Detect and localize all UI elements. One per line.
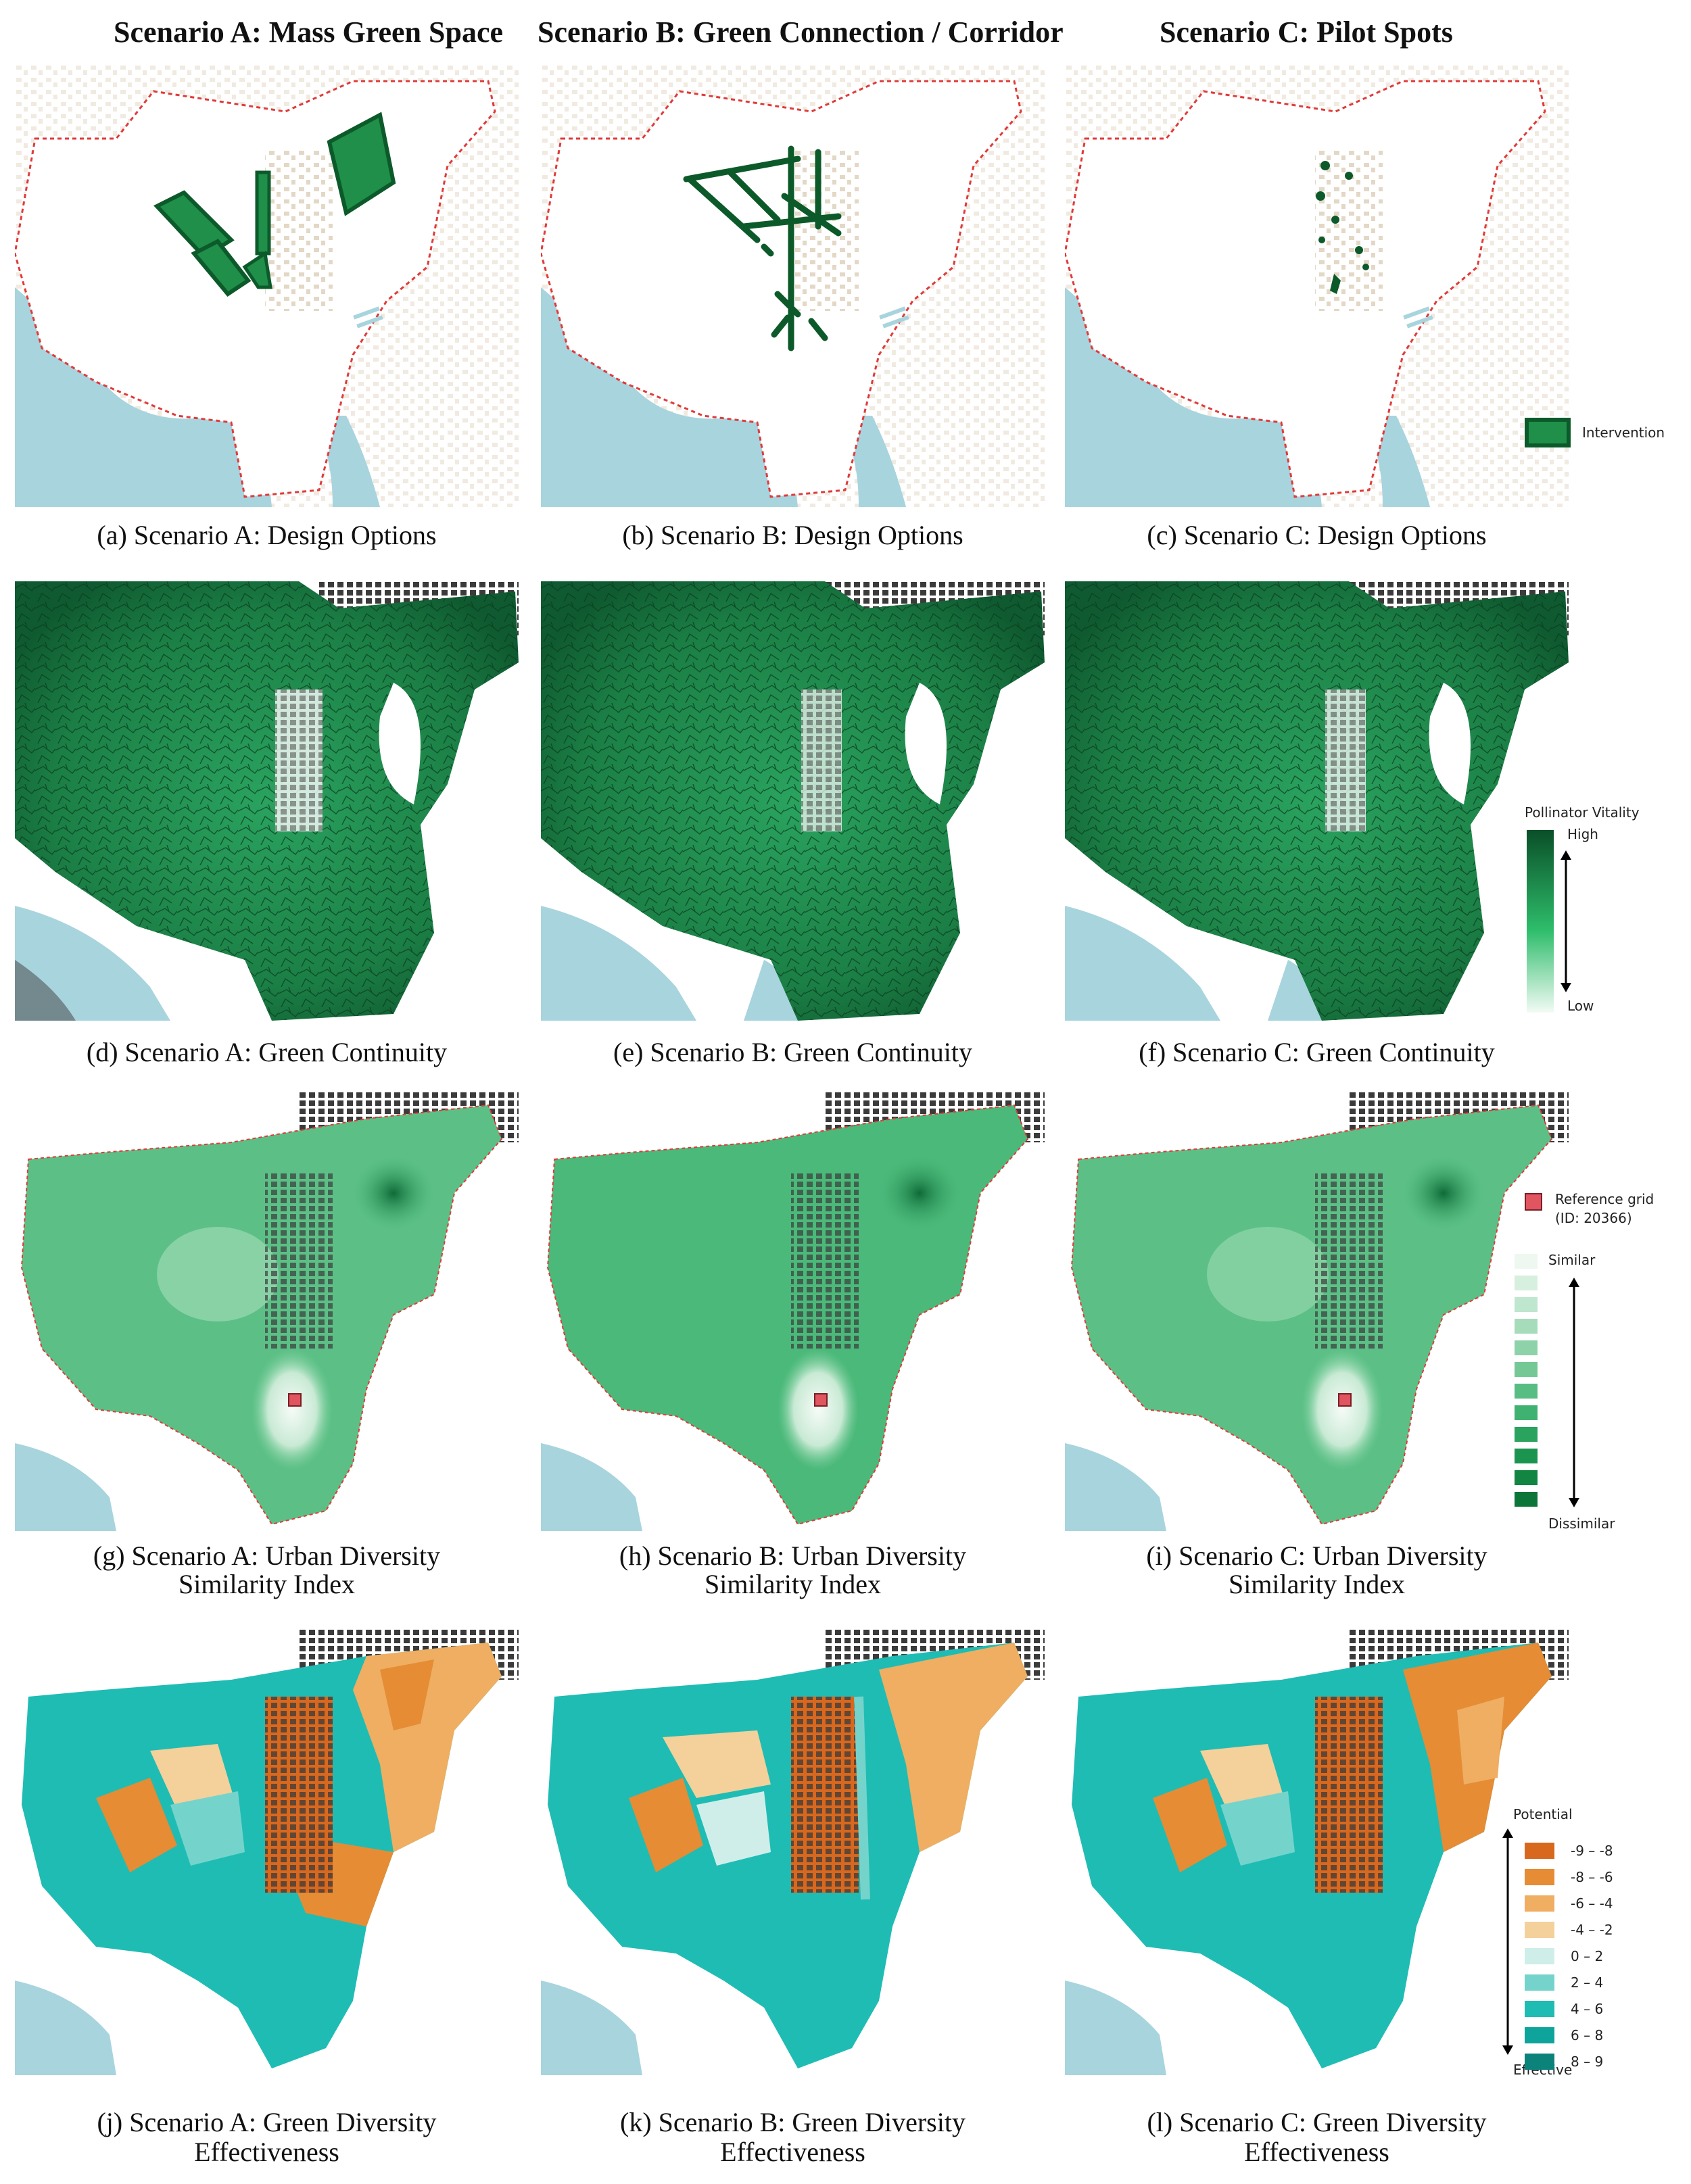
caption-g-line2: Similarity Index	[178, 1569, 356, 1599]
caption-i-line2: Similarity Index	[1228, 1569, 1406, 1599]
map-continuity-c	[1065, 581, 1569, 1021]
caption-g-line1: (g) Scenario A: Urban Diversity	[93, 1540, 441, 1571]
effectiveness-arrow-icon	[1502, 1828, 1513, 2055]
column-title-b: Scenario B: Green Connection / Corridor	[538, 16, 1064, 49]
similarity-swatch	[1515, 1340, 1538, 1355]
caption-h-line1: (h) Scenario B: Urban Diversity	[619, 1540, 967, 1571]
effectiveness-class-row: 8 – 9	[1525, 2048, 1613, 2074]
caption-i-line1: (i) Scenario C: Urban Diversity	[1146, 1540, 1487, 1571]
similarity-swatch	[1515, 1384, 1538, 1399]
caption-h-line2: Similarity Index	[704, 1569, 882, 1599]
effectiveness-class-label: -4 – -2	[1571, 1921, 1613, 1938]
caption-c: (c) Scenario C: Design Options	[1147, 520, 1487, 550]
reference-grid-id: (ID: 20366)	[1555, 1210, 1632, 1226]
vitality-arrow-icon	[1561, 850, 1571, 992]
effectiveness-class-list: -9 – -8 -8 – -6 -6 – -4 -4 – -2 0 – 2 2 – 4 4 …	[1525, 1837, 1613, 2074]
caption-k-line2: Effectiveness	[720, 2137, 865, 2167]
map-continuity-a	[15, 581, 519, 1021]
effectiveness-class-row: -8 – -6	[1525, 1864, 1613, 1890]
effectiveness-class-row: -9 – -8	[1525, 1837, 1613, 1864]
map-design-b	[541, 64, 1045, 507]
map-similarity-c	[1065, 1092, 1569, 1531]
caption-e: (e) Scenario B: Green Continuity	[613, 1037, 972, 1067]
effectiveness-swatch	[1525, 1947, 1554, 1964]
intervention-legend-swatch	[1525, 418, 1571, 447]
similarity-swatch	[1515, 1276, 1538, 1290]
caption-j-line1: (j) Scenario A: Green Diversity	[97, 2107, 437, 2137]
caption-d: (d) Scenario A: Green Continuity	[86, 1037, 448, 1067]
effectiveness-class-row: 0 – 2	[1525, 1943, 1613, 1969]
effectiveness-class-label: -8 – -6	[1571, 1868, 1613, 1885]
vitality-legend-title: Pollinator Vitality	[1525, 804, 1640, 821]
effectiveness-swatch	[1525, 1895, 1554, 1912]
effectiveness-class-row: -4 – -2	[1525, 1916, 1613, 1943]
vitality-high-label: High	[1567, 826, 1598, 842]
caption-j-line2: Effectiveness	[194, 2137, 339, 2167]
effectiveness-swatch	[1525, 1868, 1554, 1885]
caption-l-line1: (l) Scenario C: Green Diversity	[1147, 2107, 1487, 2137]
effectiveness-class-label: 0 – 2	[1571, 1947, 1604, 1964]
effectiveness-swatch	[1525, 2000, 1554, 2017]
caption-b: (b) Scenario B: Design Options	[622, 520, 963, 550]
effectiveness-class-label: 8 – 9	[1571, 2053, 1604, 2070]
effectiveness-swatch	[1525, 1921, 1554, 1938]
similarity-swatch	[1515, 1319, 1538, 1334]
similarity-swatch	[1515, 1427, 1538, 1442]
map-similarity-a	[15, 1092, 519, 1531]
effectiveness-class-row: -6 – -4	[1525, 1890, 1613, 1916]
map-effectiveness-c	[1065, 1629, 1569, 2075]
column-title-a: Scenario A: Mass Green Space	[114, 16, 504, 49]
effectiveness-class-row: 2 – 4	[1525, 1969, 1613, 1995]
caption-l-line2: Effectiveness	[1244, 2137, 1389, 2167]
effectiveness-class-row: 4 – 6	[1525, 1995, 1613, 2022]
map-design-c	[1065, 64, 1569, 507]
effectiveness-swatch	[1525, 2027, 1554, 2043]
effectiveness-swatch	[1525, 2053, 1554, 2070]
map-effectiveness-a	[15, 1629, 519, 2075]
similarity-swatch	[1515, 1470, 1538, 1485]
reference-grid-marker	[1525, 1193, 1542, 1211]
intervention-legend-label: Intervention	[1582, 424, 1665, 441]
effectiveness-top-label: Potential	[1513, 1806, 1573, 1822]
similarity-swatch	[1515, 1449, 1538, 1463]
similarity-swatch	[1515, 1492, 1538, 1507]
similarity-bottom-label: Dissimilar	[1548, 1515, 1615, 1532]
map-design-a	[15, 64, 519, 507]
similarity-arrow-icon	[1569, 1278, 1579, 1507]
reference-grid-label: Reference grid	[1555, 1191, 1654, 1207]
vitality-low-label: Low	[1567, 998, 1594, 1014]
similarity-swatch	[1515, 1297, 1538, 1312]
effectiveness-class-label: 4 – 6	[1571, 2000, 1604, 2017]
vitality-color-ramp	[1527, 830, 1554, 1013]
similarity-swatch	[1515, 1405, 1538, 1420]
similarity-top-label: Similar	[1548, 1252, 1596, 1268]
similarity-swatch-list	[1515, 1254, 1542, 1513]
similarity-swatch	[1515, 1254, 1538, 1269]
caption-k-line1: (k) Scenario B: Green Diversity	[620, 2107, 966, 2137]
effectiveness-swatch	[1525, 1974, 1554, 1991]
column-title-c: Scenario C: Pilot Spots	[1160, 16, 1453, 49]
map-similarity-b	[541, 1092, 1045, 1531]
caption-a: (a) Scenario A: Design Options	[97, 520, 437, 550]
caption-f: (f) Scenario C: Green Continuity	[1139, 1037, 1495, 1067]
effectiveness-class-label: 2 – 4	[1571, 1974, 1604, 1991]
effectiveness-swatch	[1525, 1842, 1554, 1859]
map-continuity-b	[541, 581, 1045, 1021]
map-effectiveness-b	[541, 1629, 1045, 2075]
effectiveness-class-label: -9 – -8	[1571, 1842, 1613, 1859]
effectiveness-class-label: 6 – 8	[1571, 2027, 1604, 2043]
similarity-swatch	[1515, 1362, 1538, 1377]
effectiveness-class-label: -6 – -4	[1571, 1895, 1613, 1912]
effectiveness-class-row: 6 – 8	[1525, 2022, 1613, 2048]
